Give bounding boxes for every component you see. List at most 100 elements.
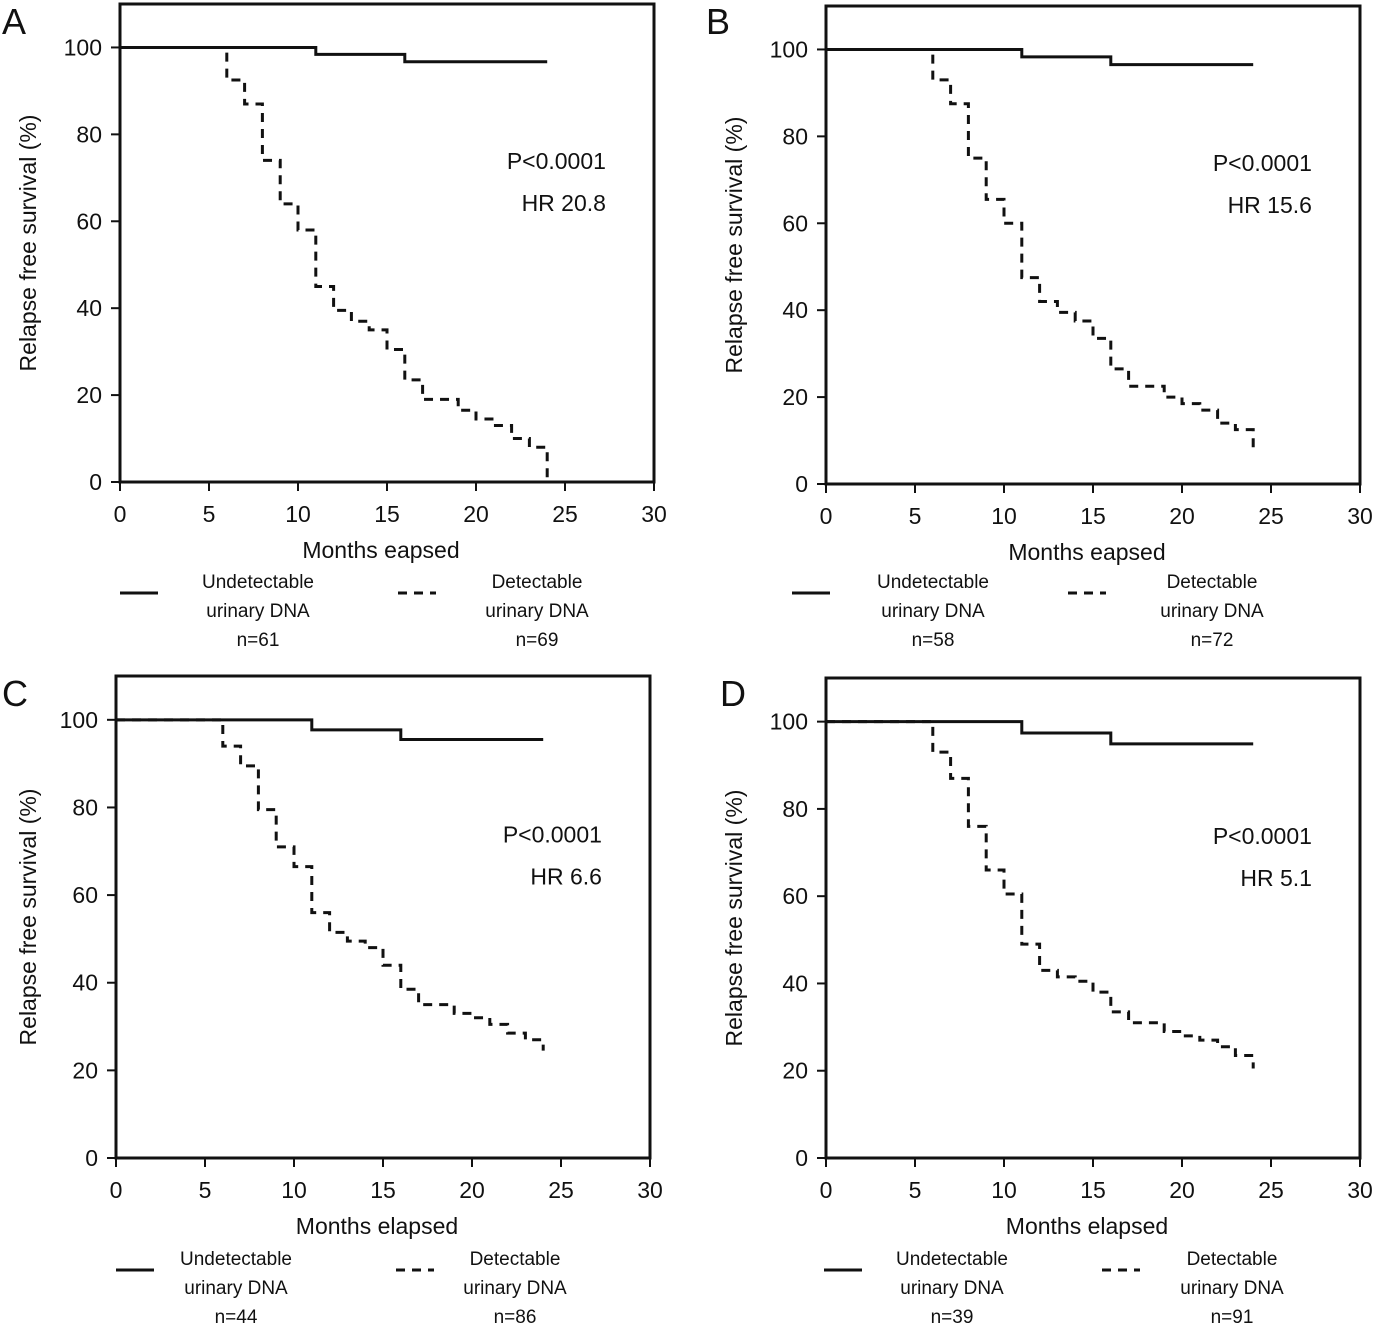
plot-frame (824, 676, 1362, 1160)
detectable-curve (826, 47, 1255, 450)
x-tick-label: 0 (110, 1177, 123, 1203)
x-tick-label: 10 (281, 1177, 307, 1203)
panel-letter: C (2, 673, 28, 714)
plot-frame (118, 2, 656, 484)
y-tick-label: 40 (72, 970, 98, 996)
panel-a: A 0 5 10 15 20 25 30 0 20 40 60 80 100 Months eapsed Re… (2, 1, 667, 651)
x-tick-label: 30 (1347, 1177, 1373, 1203)
x-tick-label: 5 (909, 1177, 922, 1203)
x-tick-label: 20 (1169, 1177, 1195, 1203)
x-tick-label: 15 (1080, 1177, 1106, 1203)
legend-label: Undetectable (202, 572, 314, 593)
undetectable-curve (120, 45, 548, 64)
hazard-ratio-annotation: HR 20.8 (522, 190, 606, 216)
legend-label: urinary DNA (485, 601, 589, 622)
hazard-ratio-annotation: HR 6.6 (530, 864, 602, 890)
x-tick-label: 15 (370, 1177, 396, 1203)
y-tick-label: 80 (72, 794, 98, 820)
y-tick-label: 20 (72, 1057, 98, 1083)
hazard-ratio-annotation: HR 15.6 (1228, 192, 1312, 218)
y-axis-label: Relapse free survival (%) (15, 115, 41, 372)
legend-label: urinary DNA (463, 1278, 567, 1299)
legend-label: Undetectable (896, 1249, 1008, 1270)
x-tick-label: 25 (548, 1177, 574, 1203)
x-tick-label: 25 (552, 501, 578, 527)
y-tick-label: 20 (782, 1058, 808, 1084)
x-tick-label: 20 (1169, 503, 1195, 529)
legend-label: Undetectable (877, 572, 989, 593)
plot-frame (824, 4, 1362, 486)
y-tick-label: 80 (76, 121, 102, 147)
y-tick-label: 40 (782, 297, 808, 323)
x-tick-label: 0 (820, 1177, 833, 1203)
x-axis-label: Months elapsed (296, 1213, 458, 1239)
p-value-annotation: P<0.0001 (1213, 823, 1312, 849)
legend-label: Undetectable (180, 1249, 292, 1270)
detectable-curve (120, 45, 549, 482)
undetectable-curve (116, 718, 544, 742)
x-tick-label: 5 (199, 1177, 212, 1203)
y-tick-label: 80 (782, 123, 808, 149)
y-tick-label: 40 (782, 970, 808, 996)
x-tick-label: 25 (1258, 1177, 1284, 1203)
panel-b: B 0 5 10 15 20 25 30 0 20 40 60 80 100 Months eapsed Re… (706, 1, 1373, 651)
x-tick-label: 10 (991, 503, 1017, 529)
y-tick-label: 100 (64, 34, 102, 60)
y-tick-label: 20 (782, 384, 808, 410)
y-tick-label: 0 (795, 1145, 808, 1171)
p-value-annotation: P<0.0001 (503, 822, 602, 848)
x-tick-label: 5 (909, 503, 922, 529)
legend-label: urinary DNA (206, 601, 310, 622)
y-tick-label: 60 (782, 883, 808, 909)
legend-label: Detectable (492, 572, 583, 593)
x-tick-label: 10 (285, 501, 311, 527)
panel-letter: D (720, 673, 746, 714)
legend-label: urinary DNA (1180, 1278, 1284, 1299)
x-tick-label: 25 (1258, 503, 1284, 529)
legend-label: Detectable (1167, 572, 1258, 593)
x-axis-label: Months eapsed (302, 537, 459, 563)
y-tick-label: 0 (85, 1145, 98, 1171)
hazard-ratio-annotation: HR 5.1 (1240, 865, 1312, 891)
detectable-curve (116, 718, 545, 1051)
legend-label: urinary DNA (184, 1278, 288, 1299)
legend-label: n=86 (494, 1307, 537, 1328)
legend-label: n=69 (516, 630, 559, 651)
x-tick-label: 30 (641, 501, 667, 527)
legend-label: urinary DNA (881, 601, 985, 622)
y-axis-label: Relapse free survival (%) (15, 789, 41, 1046)
x-axis-label: Months elapsed (1006, 1213, 1168, 1239)
legend-label: urinary DNA (1160, 601, 1264, 622)
legend-label: n=39 (931, 1307, 974, 1328)
legend-label: Detectable (470, 1249, 561, 1270)
y-tick-label: 20 (76, 382, 102, 408)
plot-frame (114, 674, 652, 1160)
panel-letter: B (706, 1, 730, 42)
y-tick-label: 60 (76, 208, 102, 234)
y-tick-label: 60 (72, 882, 98, 908)
p-value-annotation: P<0.0001 (1213, 150, 1312, 176)
legend-label: n=91 (1211, 1307, 1254, 1328)
x-tick-label: 5 (203, 501, 216, 527)
x-tick-label: 20 (459, 1177, 485, 1203)
y-tick-label: 100 (770, 709, 808, 735)
p-value-annotation: P<0.0001 (507, 148, 606, 174)
x-tick-label: 20 (463, 501, 489, 527)
x-tick-label: 0 (114, 501, 127, 527)
y-tick-label: 0 (89, 469, 102, 495)
undetectable-curve (826, 47, 1254, 67)
y-tick-label: 0 (795, 471, 808, 497)
legend-label: n=72 (1191, 630, 1234, 651)
panel-letter: A (2, 1, 26, 42)
panel-d: D 0 5 10 15 20 25 30 0 20 40 60 80 100 Months elapsed R… (720, 673, 1373, 1328)
x-tick-label: 15 (1080, 503, 1106, 529)
y-tick-label: 40 (76, 295, 102, 321)
x-tick-label: 30 (1347, 503, 1373, 529)
x-tick-label: 30 (637, 1177, 663, 1203)
panel-c: C 0 5 10 15 20 25 30 0 20 40 60 80 100 Months elapsed R… (2, 673, 663, 1328)
y-axis-label: Relapse free survival (%) (721, 790, 747, 1047)
y-tick-label: 80 (782, 796, 808, 822)
legend-label: n=58 (912, 630, 955, 651)
undetectable-curve (826, 720, 1254, 746)
